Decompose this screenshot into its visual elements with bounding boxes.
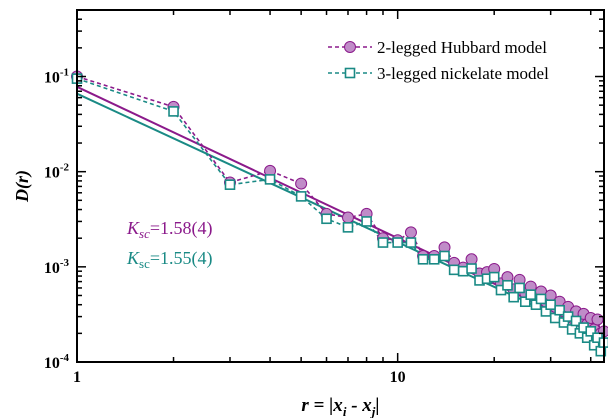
plot-frame bbox=[76, 9, 605, 363]
data-point bbox=[508, 291, 519, 303]
data-point bbox=[428, 254, 440, 265]
data-point bbox=[264, 174, 276, 185]
data-point bbox=[570, 315, 582, 327]
y-tick-label: 10-3 bbox=[44, 257, 70, 277]
data-point bbox=[535, 293, 547, 305]
axes: 1 10 10-4 10-3 10-2 10-1 bbox=[44, 9, 604, 386]
data-point bbox=[361, 216, 372, 227]
data-point bbox=[439, 250, 450, 262]
data-point bbox=[405, 237, 417, 248]
y-tick-label: 10-2 bbox=[44, 162, 70, 182]
data-point bbox=[342, 222, 354, 233]
x-tick-label: 10 bbox=[390, 369, 406, 386]
data-point bbox=[404, 226, 417, 239]
data-point bbox=[392, 237, 403, 248]
data-point bbox=[341, 211, 354, 224]
legend: 2-legged Hubbard model 3-legged nickelate… bbox=[328, 38, 549, 83]
data-point bbox=[525, 289, 537, 300]
y-tick-label: 10-4 bbox=[44, 352, 70, 372]
data-point bbox=[488, 271, 500, 283]
y-tick-label: 10-1 bbox=[44, 67, 69, 87]
data-point bbox=[448, 264, 460, 276]
data-point bbox=[417, 254, 429, 265]
data-point bbox=[514, 282, 525, 294]
ksc-annotation: Ksc=1.58(4) bbox=[126, 218, 213, 241]
data-point bbox=[554, 304, 565, 316]
data-point bbox=[377, 237, 389, 248]
data-point bbox=[585, 326, 597, 337]
data-point bbox=[519, 296, 531, 308]
legend-marker bbox=[344, 41, 356, 53]
data-point bbox=[295, 177, 308, 190]
y-axis-title: D(r) bbox=[12, 170, 33, 203]
data-point bbox=[224, 179, 236, 190]
data-point bbox=[591, 313, 604, 326]
legend-label: 3-legged nickelate model bbox=[377, 64, 549, 83]
data-point bbox=[168, 106, 179, 117]
ksc-annotation: Ksc=1.55(4) bbox=[126, 248, 213, 271]
data-series bbox=[71, 70, 608, 357]
data-point bbox=[295, 191, 307, 202]
data-point bbox=[466, 263, 477, 274]
data-point bbox=[502, 279, 513, 291]
annotations: Ksc=1.58(4) Ksc=1.55(4) bbox=[126, 218, 213, 271]
legend-label: 2-legged Hubbard model bbox=[377, 38, 547, 57]
data-point bbox=[465, 253, 478, 266]
x-tick-label: 1 bbox=[73, 369, 81, 386]
x-axis-title: r = |xi - xj| bbox=[301, 395, 379, 418]
data-point bbox=[545, 299, 556, 311]
legend-marker bbox=[344, 67, 356, 79]
data-point bbox=[321, 213, 332, 225]
